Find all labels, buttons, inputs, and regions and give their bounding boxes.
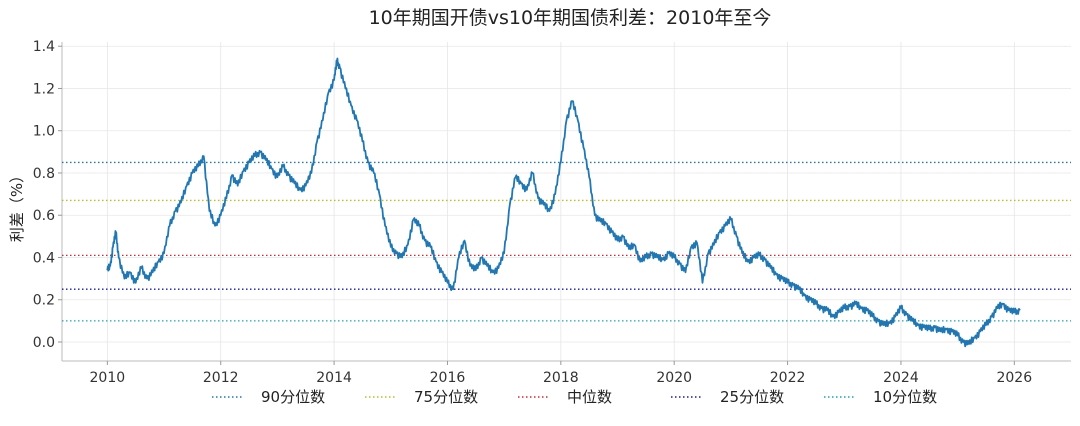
legend-item: 25分位数 bbox=[671, 388, 784, 406]
legend-label: 75分位数 bbox=[414, 388, 478, 406]
y-tick-label: 1.2 bbox=[33, 81, 55, 97]
series-line bbox=[106, 57, 1021, 348]
x-tick-label: 2018 bbox=[543, 370, 579, 386]
legend-item: 10分位数 bbox=[824, 388, 937, 406]
legend: 90分位数 75分位数 中位数 25分位数 10分位数 bbox=[212, 388, 937, 406]
y-tick-label: 0.0 bbox=[33, 335, 55, 351]
x-tick-label: 2022 bbox=[770, 370, 806, 386]
legend-label: 中位数 bbox=[567, 388, 612, 406]
y-tick-label: 0.2 bbox=[33, 293, 55, 309]
chart-title: 10年期国开债vs10年期国债利差：2010年至今 bbox=[369, 7, 772, 29]
y-axis-label: 利差（%） bbox=[8, 168, 26, 242]
legend-item: 75分位数 bbox=[365, 388, 478, 406]
y-tick-label: 0.8 bbox=[33, 166, 55, 182]
grid-layer bbox=[62, 42, 1071, 361]
x-tick-label: 2010 bbox=[90, 370, 126, 386]
legend-item: 90分位数 bbox=[212, 388, 325, 406]
y-tick-label: 0.4 bbox=[33, 250, 55, 266]
reference-lines-layer bbox=[62, 161, 1071, 322]
x-tick-label: 2016 bbox=[430, 370, 466, 386]
y-tick-label: 0.6 bbox=[33, 208, 55, 224]
x-tick-label: 2014 bbox=[316, 370, 352, 386]
series-layer bbox=[106, 57, 1021, 348]
axes-layer: 2010 2012 2014 2016 2018 2020 2022 2024 2026 0.0 0… bbox=[33, 39, 1071, 386]
x-tick-label: 2026 bbox=[996, 370, 1032, 386]
legend-label: 25分位数 bbox=[720, 388, 784, 406]
y-tick-label: 1.4 bbox=[33, 39, 55, 55]
legend-item: 中位数 bbox=[518, 388, 612, 406]
x-tick-label: 2024 bbox=[883, 370, 919, 386]
y-tick-label: 1.0 bbox=[33, 124, 55, 140]
legend-label: 90分位数 bbox=[261, 388, 325, 406]
legend-label: 10分位数 bbox=[873, 388, 937, 406]
x-tick-label: 2012 bbox=[203, 370, 239, 386]
x-tick-label: 2020 bbox=[656, 370, 692, 386]
